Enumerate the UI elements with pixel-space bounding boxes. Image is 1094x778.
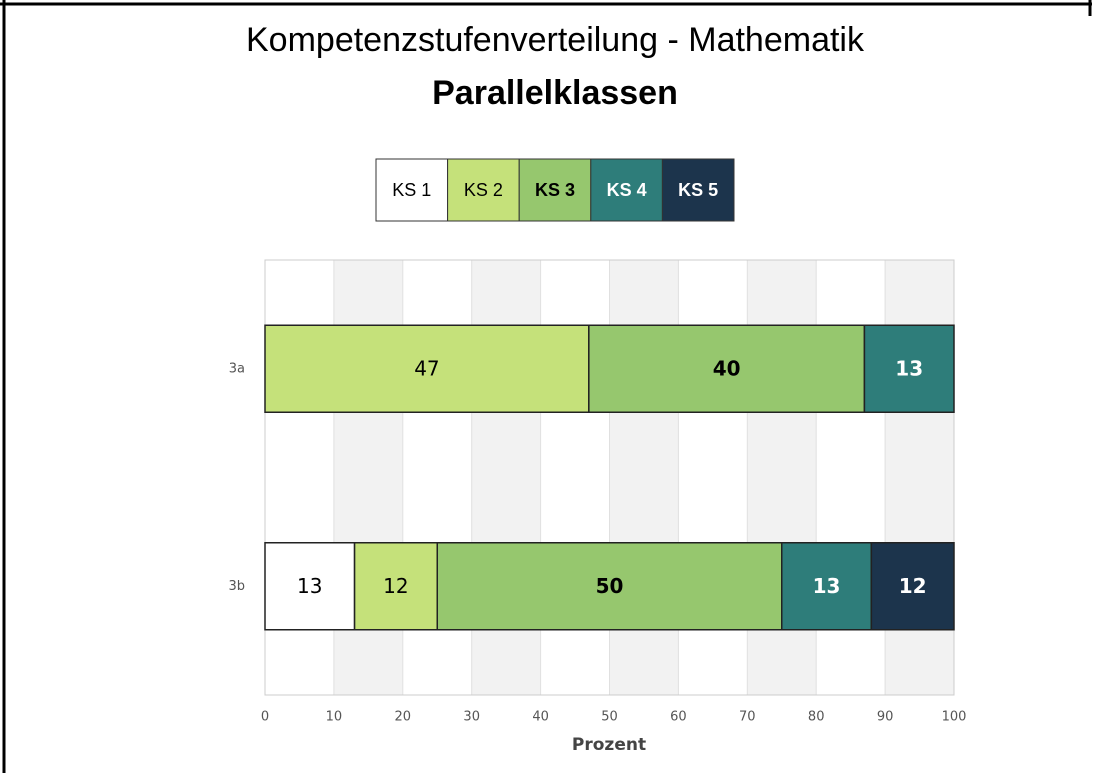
- plot-border: [264, 259, 955, 696]
- x-tick-label: 20: [395, 710, 412, 725]
- x-tick-label: 60: [670, 710, 687, 725]
- chart-subtitle: Parallelklassen: [432, 74, 678, 112]
- data-label: 13: [895, 356, 923, 380]
- chart-title: Kompetenzstufenverteilung - Mathematik: [246, 21, 865, 59]
- y-tick-label: 3b: [228, 579, 245, 594]
- x-tick-label: 80: [808, 710, 825, 725]
- bar-segment: [264, 324, 590, 413]
- legend-label: KS 5: [678, 180, 718, 200]
- bar-segment: [264, 542, 356, 631]
- legend-swatch: [518, 158, 592, 222]
- x-axis-label: Prozent: [572, 735, 646, 755]
- legend-swatch: [375, 158, 449, 222]
- x-tick-label: 50: [601, 710, 618, 725]
- bar-segment: [781, 542, 873, 631]
- data-label: 40: [713, 356, 741, 380]
- bar-segment: [870, 542, 955, 631]
- legend-label: KS 4: [607, 180, 647, 200]
- legend-swatch: [661, 158, 735, 222]
- data-label: 50: [596, 574, 624, 598]
- bar-segment: [588, 324, 866, 413]
- bar-segment: [863, 324, 955, 413]
- x-tick-label: 30: [463, 710, 480, 725]
- legend-label: KS 1: [392, 180, 431, 200]
- x-tick-label: 10: [326, 710, 343, 725]
- bar-segment: [353, 542, 439, 631]
- legend-label: KS 3: [535, 180, 575, 200]
- data-label: 47: [414, 356, 439, 380]
- legend-label: KS 2: [464, 180, 503, 200]
- bar-segment: [436, 542, 783, 631]
- y-tick-label: 3a: [229, 361, 245, 376]
- legend-swatch: [447, 158, 520, 222]
- x-tick-label: 90: [877, 710, 894, 725]
- data-label: 13: [813, 574, 841, 598]
- data-label: 12: [383, 574, 408, 598]
- x-tick-label: 40: [532, 710, 549, 725]
- data-label: 12: [899, 574, 927, 598]
- data-label: 13: [297, 574, 322, 598]
- x-tick-label: 0: [261, 710, 269, 725]
- x-tick-label: 70: [739, 710, 756, 725]
- x-tick-label: 100: [942, 710, 967, 725]
